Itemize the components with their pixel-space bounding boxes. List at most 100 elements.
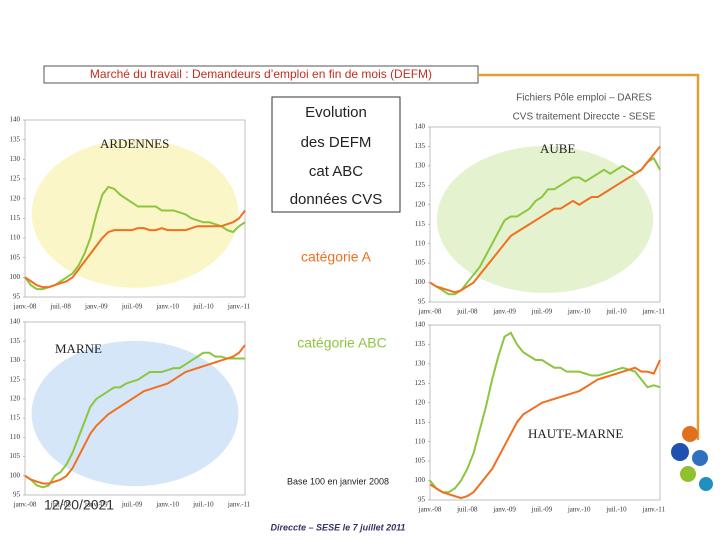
x-tick-label: janv.-10 bbox=[567, 506, 591, 514]
y-tick-label: 120 bbox=[10, 194, 21, 202]
footer: Direccte – SESE le 7 juillet 2011 bbox=[271, 522, 406, 532]
x-tick-label: juil.-09 bbox=[121, 501, 143, 509]
series-line bbox=[24, 351, 245, 489]
x-tick-label: janv.-08 bbox=[13, 303, 37, 311]
x-tick-label: juil.-10 bbox=[605, 308, 627, 316]
y-tick-label: 110 bbox=[10, 433, 21, 441]
y-tick-label: 135 bbox=[415, 142, 426, 150]
y-tick-label: 130 bbox=[10, 356, 21, 364]
y-tick-label: 115 bbox=[10, 214, 21, 222]
y-tick-label: 135 bbox=[415, 340, 426, 348]
chart-title: MARNE bbox=[55, 341, 102, 356]
y-tick-label: 95 bbox=[13, 293, 21, 301]
y-tick-label: 125 bbox=[10, 175, 21, 183]
x-tick-label: janv.-10 bbox=[155, 303, 179, 311]
note: Base 100 en janvier 2008 bbox=[287, 476, 389, 486]
x-tick-label: janv.-09 bbox=[492, 506, 516, 514]
line-chart: 95 100 105 110 115 120 125 130 135 140 janv.-08 jui… bbox=[415, 123, 666, 316]
y-tick-label: 100 bbox=[415, 278, 426, 286]
map-shape bbox=[436, 146, 654, 293]
y-tick-label: 105 bbox=[10, 452, 21, 460]
legend-entry: catégorie ABC bbox=[297, 335, 387, 351]
x-tick-label: juil.-10 bbox=[605, 506, 627, 514]
chart-title: AUBE bbox=[540, 141, 575, 156]
x-tick-label: janv.-10 bbox=[155, 501, 179, 509]
x-tick-label: janv.-08 bbox=[13, 501, 37, 509]
logo bbox=[671, 426, 713, 491]
x-tick-label: janv.-08 bbox=[418, 308, 442, 316]
y-tick-label: 120 bbox=[415, 398, 426, 406]
date: 12/20/2021 bbox=[44, 497, 114, 513]
info: cat ABC bbox=[309, 163, 363, 180]
y-tick-label: 135 bbox=[10, 337, 21, 345]
series-line bbox=[24, 209, 246, 289]
y-tick-label: 115 bbox=[415, 418, 426, 426]
info: Evolution bbox=[305, 104, 367, 121]
x-tick-label: janv.-11 bbox=[227, 303, 251, 311]
x-tick-label: juil.-10 bbox=[192, 303, 214, 311]
x-tick-label: juil.-08 bbox=[49, 303, 71, 311]
info-box bbox=[271, 96, 401, 213]
y-tick-label: 110 bbox=[415, 239, 426, 247]
y-tick-label: 140 bbox=[415, 123, 426, 131]
x-tick-label: juil.-09 bbox=[531, 308, 553, 316]
y-tick-label: 95 bbox=[418, 496, 426, 504]
series-line bbox=[24, 344, 246, 485]
plot-frame bbox=[24, 321, 246, 496]
source: Fichiers Pôle emploi – DARES bbox=[516, 93, 652, 104]
line-chart: 95 100 105 110 115 120 125 130 135 140 janv.-08 jui… bbox=[10, 318, 251, 509]
y-tick-label: 120 bbox=[415, 200, 426, 208]
y-tick-label: 105 bbox=[415, 259, 426, 267]
info: données CVS bbox=[290, 191, 383, 208]
y-tick-label: 120 bbox=[10, 394, 21, 402]
y-tick-label: 100 bbox=[10, 273, 21, 281]
y-tick-label: 115 bbox=[10, 414, 21, 422]
x-tick-label: janv.-11 bbox=[642, 506, 666, 514]
line-chart: 95 100 105 110 115 120 125 130 135 140 janv.-08 jui… bbox=[10, 116, 251, 311]
map-shape bbox=[436, 344, 654, 491]
line-chart: 95 100 105 110 115 120 125 130 135 140 janv.-08 jui… bbox=[415, 321, 666, 514]
y-tick-label: 140 bbox=[10, 116, 21, 124]
y-tick-label: 105 bbox=[415, 457, 426, 465]
y-tick-label: 130 bbox=[415, 161, 426, 169]
y-tick-label: 135 bbox=[10, 135, 21, 143]
x-tick-label: juil.-08 bbox=[456, 308, 478, 316]
plot-frame bbox=[24, 119, 246, 298]
y-tick-label: 140 bbox=[415, 321, 426, 329]
slide-title: Marché du travail : Demandeurs d’emploi … bbox=[90, 67, 432, 81]
series-line bbox=[24, 185, 246, 291]
x-tick-label: janv.-09 bbox=[84, 303, 108, 311]
x-tick-label: juil.-09 bbox=[531, 506, 553, 514]
x-tick-label: juil.-09 bbox=[121, 303, 143, 311]
charts: 95 100 105 110 115 120 125 130 135 140 janv.-08 jui… bbox=[10, 116, 666, 514]
decor-line bbox=[478, 73, 700, 440]
y-tick-label: 125 bbox=[10, 375, 21, 383]
x-tick-label: janv.-08 bbox=[418, 506, 442, 514]
y-tick-label: 100 bbox=[10, 471, 21, 479]
plot-frame bbox=[429, 324, 661, 501]
series-line bbox=[429, 156, 661, 296]
y-tick-label: 140 bbox=[10, 318, 21, 326]
series-line bbox=[429, 359, 661, 500]
y-tick-label: 130 bbox=[415, 359, 426, 367]
chart-title: ARDENNES bbox=[100, 136, 169, 151]
legend-entry: catégorie A bbox=[301, 249, 372, 265]
x-tick-label: janv.-11 bbox=[227, 501, 251, 509]
y-tick-label: 105 bbox=[10, 253, 21, 261]
x-tick-label: janv.-11 bbox=[642, 308, 666, 316]
x-tick-label: juil.-08 bbox=[49, 501, 71, 509]
x-tick-label: janv.-09 bbox=[84, 501, 108, 509]
map-shape bbox=[31, 340, 239, 487]
y-tick-label: 110 bbox=[10, 234, 21, 242]
y-tick-label: 125 bbox=[415, 379, 426, 387]
x-tick-label: janv.-09 bbox=[492, 308, 516, 316]
plot-frame bbox=[429, 126, 661, 303]
x-tick-label: juil.-10 bbox=[192, 501, 214, 509]
map-shape bbox=[31, 139, 239, 288]
x-tick-label: janv.-10 bbox=[567, 308, 591, 316]
chart-title: HAUTE-MARNE bbox=[528, 426, 623, 441]
info: des DEFM bbox=[301, 134, 372, 151]
y-tick-label: 125 bbox=[415, 181, 426, 189]
y-tick-label: 110 bbox=[415, 437, 426, 445]
